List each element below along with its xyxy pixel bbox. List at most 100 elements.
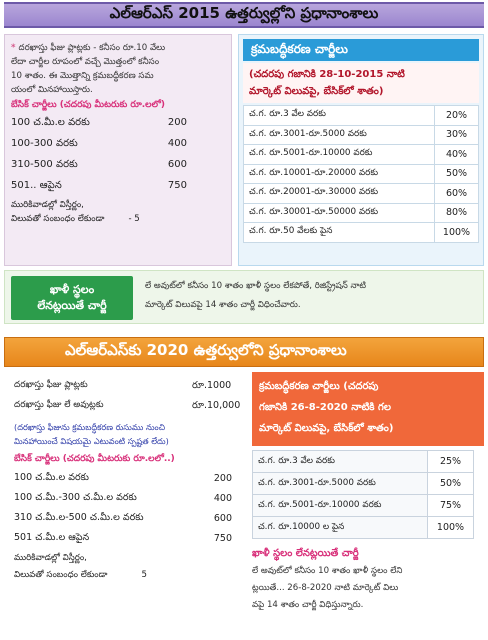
rate-range: చ.గ. రూ.3 వేల వరకు [243,105,435,126]
subtitle-line: మార్కెట్ విలువపై, బేసిక్‌లో శాతం) [249,86,384,97]
table-row: చ.గ. రూ.50 వేలకు పైన 100% [243,222,479,243]
subtitle-line: (చదరపు గజానికి 28-10-2015 నాటి [249,69,405,80]
table-row: చ.గ. రూ.3 వేల వరకు 20% [243,105,479,126]
section2-fee-panel: దరఖాస్తు ఫీజు ప్లాట్లకు రూ.1000 దరఖాస్తు … [14,376,244,638]
section1-regularization-panel: క్రమబద్ధీకరణ చార్జీలు (చదరపు గజానికి 28-… [238,34,484,266]
rate-percent: 100% [434,222,479,243]
fee-range: 501 చ.మీ.ల ఆపైన [14,531,90,543]
heading-line: గజానికి 26-8-2020 నాటికి గల [259,402,391,413]
application-fee-value: రూ.10,000 [192,399,241,411]
rate-percent: 50% [427,472,474,495]
application-fee-row: దరఖాస్తు ఫీజు ప్లాట్లకు రూ.1000 [14,376,244,396]
table-row: చ.గ. రూ.10001-రూ.20000 వరకు 50% [243,163,479,184]
application-fee-note: (దరఖాస్తు ఫీజును క్రమబద్ధీకరణ రుసుము నుం… [14,420,244,448]
base-charges-label: బేసిక్ చార్జీలు (చదరపు మీటరుకు రూ.లలో..) [14,454,175,464]
text-line: లే అవుట్‌లో కనీసం 10 శాతం ఖాళీ స్థలం లేన… [252,566,403,576]
section2-title-banner: ఎల్ఆర్ఎస్‌కు 2020 ఉత్తర్వులోని ప్రధానాంశ… [4,337,484,367]
text-line: ట్లయితే... 26-8-2020 నాటి మార్కెట్ విలు [252,583,399,593]
intro-line: దరఖాస్తు ఫీజు ప్లాట్లకు - కనీసం రూ.10 వే… [18,43,166,53]
rate-range: చ.గ. రూ.3001-రూ.5000 వరకు [243,124,435,145]
rate-percent: 20% [434,105,479,126]
regularization-subtitle: (చదరపు గజానికి 28-10-2015 నాటి మార్కెట్ … [243,63,479,103]
table-row: చ.గ. రూ.20001-రూ.30000 వరకు 60% [243,183,479,204]
fee-row: 100 చ.మీ.-300 చ.మీ.ల వరకు 400 [14,488,244,508]
slum-note: మురికివాడల్లో విస్తీర్ణం, విలువతో సంబంధం… [11,198,225,226]
fee-range: 100-300 వరకు [11,137,78,149]
rate-range: చ.గ. రూ.3001-రూ.5000 వరకు [252,472,428,495]
fee-range: 310 చ.మీ.ల-500 చ.మీ.ల వరకు [14,511,144,523]
rate-range: చ.గ. రూ.3 వేల వరకు [252,450,428,473]
rate-percent: 80% [434,202,479,223]
fee-value: 200 [167,117,187,128]
rate-range: చ.గ. రూ.10001-రూ.20000 వరకు [243,163,435,184]
fee-row: 501.. ఆపైన 750 [11,175,225,196]
tag-line: ఖాళీ స్థలం [49,283,95,296]
slum-note-line: మురికివాడల్లో విస్తీర్ణం, [11,200,84,210]
section2-title: ఎల్ఆర్ఎస్‌కు 2020 ఉత్తర్వులోని ప్రధానాంశ… [65,341,347,359]
fee-value: 400 [213,492,232,504]
text-line: వపై 14 శాతం చార్జీ విధిస్తున్నారు. [252,600,364,610]
intro-line: 10 శాతం. ఈ మొత్తాన్ని క్రమబద్ధీకరణ సమ [11,71,154,81]
application-fee-label: దరఖాస్తు ఫీజు లే అవుట్లకు [14,400,104,410]
rate-range: చ.గ. రూ.5001-రూ.10000 వరకు [252,494,428,517]
fee-range: 310-500 వరకు [11,158,78,170]
slum-note-line: విలువతో సంబంధం లేకుండా [11,214,105,224]
note-line: మినహాయించే విషయమై ఎటువంటి స్పష్టత లేదు) [14,436,169,446]
table-row: చ.గ. రూ.5001-రూ.10000 వరకు 40% [243,144,479,165]
open-space-charge-text: లే అవుట్‌లో కనీసం 10 శాతం ఖాళీ స్థలం లేన… [252,563,484,614]
fee-value: 750 [167,180,187,191]
rate-percent: 100% [427,516,474,539]
tag-line: లేనట్లయితే చార్జీ [37,299,107,312]
application-fee-row: దరఖాస్తు ఫీజు లే అవుట్లకు రూ.10,000 [14,396,244,416]
open-space-charge-text: లే అవుట్‌లో కనీసం 10 శాతం ఖాళీ స్థలం లేక… [145,277,479,315]
heading-line: మార్కెట్ విలువపై, బేసిక్‌లో శాతం) [259,423,394,434]
open-space-charge-tag: ఖాళీ స్థలం లేనట్లయితే చార్జీ [11,276,133,320]
fee-row: 310-500 వరకు 600 [11,154,225,175]
slum-fee-value: 5 [141,570,147,580]
fee-row: 501 చ.మీ.ల ఆపైన 750 [14,528,244,548]
section2-regularization-panel: క్రమబద్ధీకరణ చార్జీలు (చదరపు గజానికి 26-… [252,372,484,638]
rate-range: చ.గ. రూ.10000 ల పైన [252,516,428,539]
section1-title: ఎల్ఆర్ఎస్ 2015 ఉత్తర్వుల్లోని ప్రధానాంశా… [109,4,379,22]
regularization-title: క్రమబద్ధీకరణ చార్జీలు [243,39,479,61]
table-row: చ.గ. రూ.10000 ల పైన 100% [252,516,474,539]
section1-fee-panel: * దరఖాస్తు ఫీజు ప్లాట్లకు - కనీసం రూ.10 వ… [4,34,232,266]
slum-fee-value: - 5 [128,214,140,224]
rate-range: చ.గ. రూ.30001-రూ.50000 వరకు [243,202,435,223]
application-fee-label: దరఖాస్తు ఫీజు ప్లాట్లకు [14,380,88,390]
section1-intro: * దరఖాస్తు ఫీజు ప్లాట్లకు - కనీసం రూ.10 వ… [11,41,225,97]
text-line: లే అవుట్‌లో కనీసం 10 శాతం ఖాళీ స్థలం లేక… [145,281,367,291]
note-line: (దరఖాస్తు ఫీజును క్రమబద్ధీకరణ రుసుము నుం… [14,422,165,432]
table-row: చ.గ. రూ.3 వేల వరకు 25% [252,450,474,473]
regularization-table: చ.గ. రూ.3 వేల వరకు 20% చ.గ. రూ.3001-రూ.50… [243,105,479,243]
fee-value: 600 [167,159,187,170]
fee-range: 501.. ఆపైన [11,179,62,191]
regularization-table: చ.గ. రూ.3 వేల వరకు 25% చ.గ. రూ.3001-రూ.50… [252,450,474,539]
fee-range: 100 చ.మీ.ల వరకు [14,471,89,483]
fee-row: 100-300 వరకు 400 [11,133,225,154]
table-row: చ.గ. రూ.3001-రూ.5000 వరకు 30% [243,124,479,145]
table-row: చ.గ. రూ.3001-రూ.5000 వరకు 50% [252,472,474,495]
table-row: చ.గ. రూ.30001-రూ.50000 వరకు 80% [243,202,479,223]
application-fee-value: రూ.1000 [192,379,232,391]
fee-row: 310 చ.మీ.ల-500 చ.మీ.ల వరకు 600 [14,508,244,528]
regularization-heading: క్రమబద్ధీకరణ చార్జీలు (చదరపు గజానికి 26-… [252,372,484,446]
rate-percent: 60% [434,183,479,204]
intro-line: యంలో మినహాయిస్తారు. [11,85,93,95]
fee-row: 100 చ.మీ.ల వరకు 200 [11,112,225,133]
rate-percent: 25% [427,450,474,473]
fee-value: 750 [213,532,232,544]
rate-percent: 30% [434,124,479,145]
slum-note: మురికివాడల్లో విస్తీర్ణం, విలువతో సంబంధం… [14,550,244,584]
slum-note-line: మురికివాడల్లో విస్తీర్ణం, [14,553,87,563]
fee-range: 100 చ.మీ.ల వరకు [11,116,90,128]
rate-percent: 40% [434,144,479,165]
heading-line: క్రమబద్ధీకరణ చార్జీలు (చదరపు [259,381,379,392]
fee-row: 100 చ.మీ.ల వరకు 200 [14,468,244,488]
bullet-icon: * [11,43,16,53]
rate-range: చ.గ. రూ.20001-రూ.30000 వరకు [243,183,435,204]
slum-note-line: విలువతో సంబంధం లేకుండా [14,570,108,580]
text-line: మార్కెట్ విలువపై 14 శాతం చార్జీ విధించేవ… [145,300,301,310]
fee-range: 100 చ.మీ.-300 చ.మీ.ల వరకు [14,491,137,503]
rate-percent: 75% [427,494,474,517]
